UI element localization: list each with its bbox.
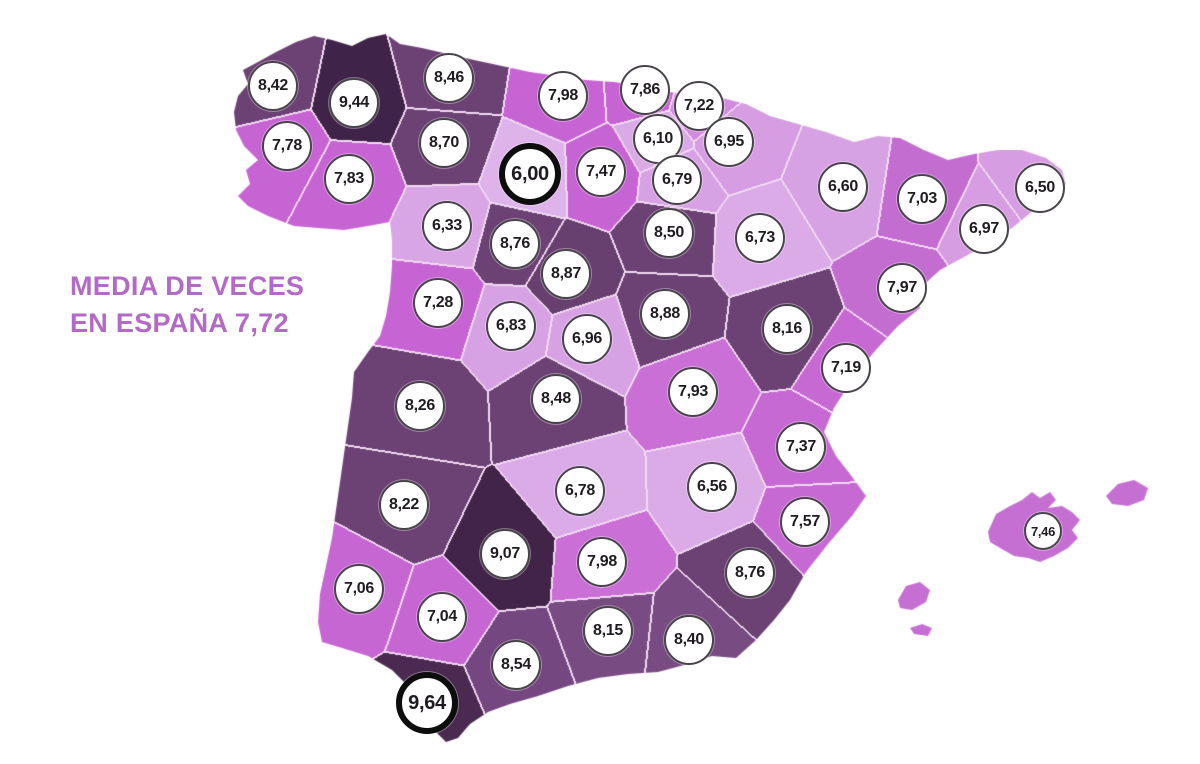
province-value-badge: 6,50 xyxy=(1015,163,1065,213)
province-value-badge: 8,70 xyxy=(419,118,469,168)
province-value-badge: 6,78 xyxy=(555,466,605,516)
province-value-badge: 6,73 xyxy=(735,213,785,263)
province-value-badge: 6,00 xyxy=(499,143,561,205)
province-value-badge: 9,64 xyxy=(396,672,458,734)
province-value-badge: 7,83 xyxy=(324,154,374,204)
province-value-badge: 7,04 xyxy=(417,592,467,642)
province-value-badge: 8,87 xyxy=(541,249,591,299)
province-value-badge: 6,56 xyxy=(687,462,737,512)
national-average-caption: MEDIA DE VECES EN ESPAÑA 7,72 xyxy=(70,268,304,342)
province-value-badge: 6,96 xyxy=(562,314,612,364)
caption-line-2: EN ESPAÑA 7,72 xyxy=(70,308,289,338)
province-value-badge: 7,28 xyxy=(413,278,463,328)
province-value-badge: 8,16 xyxy=(762,304,812,354)
province-value-badge: 8,76 xyxy=(725,548,775,598)
province-value-badge: 7,06 xyxy=(334,564,384,614)
province-value-badge: 8,48 xyxy=(531,374,581,424)
province-value-badge: 7,98 xyxy=(538,71,588,121)
province-value-badge: 7,98 xyxy=(577,537,627,587)
province-value-badge: 8,46 xyxy=(424,53,474,103)
province-value-badge: 9,07 xyxy=(480,529,530,579)
province-value-badge: 8,50 xyxy=(644,208,694,258)
province-value-badge: 8,54 xyxy=(491,640,541,690)
province-value-badge: 8,40 xyxy=(664,615,714,665)
province-value-badge: 7,78 xyxy=(262,121,312,171)
caption-line-1: MEDIA DE VECES xyxy=(70,271,305,301)
province-value-badge: 7,86 xyxy=(620,65,670,115)
province-value-badge: 7,46 xyxy=(1024,512,1062,550)
province-value-badge: 7,47 xyxy=(576,147,626,197)
province-value-badge: 6,79 xyxy=(652,155,702,205)
province-value-badge: 7,93 xyxy=(668,367,718,417)
province-value-badge: 8,76 xyxy=(490,219,540,269)
province-value-badge: 6,95 xyxy=(704,117,754,167)
province-value-badge: 7,97 xyxy=(877,263,927,313)
province-value-badge: 8,26 xyxy=(395,381,445,431)
province-value-badge: 6,97 xyxy=(959,204,1009,254)
province-value-badge: 9,44 xyxy=(329,78,379,128)
province-value-badge: 6,60 xyxy=(818,162,868,212)
province-value-badge: 7,19 xyxy=(821,343,871,393)
province-value-badge: 7,03 xyxy=(897,174,947,224)
province-value-badge: 6,33 xyxy=(422,201,472,251)
province-value-badge: 6,83 xyxy=(486,301,536,351)
province-value-badge: 7,37 xyxy=(776,422,826,472)
province-value-badge: 7,57 xyxy=(780,497,830,547)
province-value-badge: 8,88 xyxy=(640,289,690,339)
province-value-badge: 8,15 xyxy=(583,606,633,656)
province-value-badge: 8,42 xyxy=(248,61,298,111)
province-value-badge: 8,22 xyxy=(379,480,429,530)
